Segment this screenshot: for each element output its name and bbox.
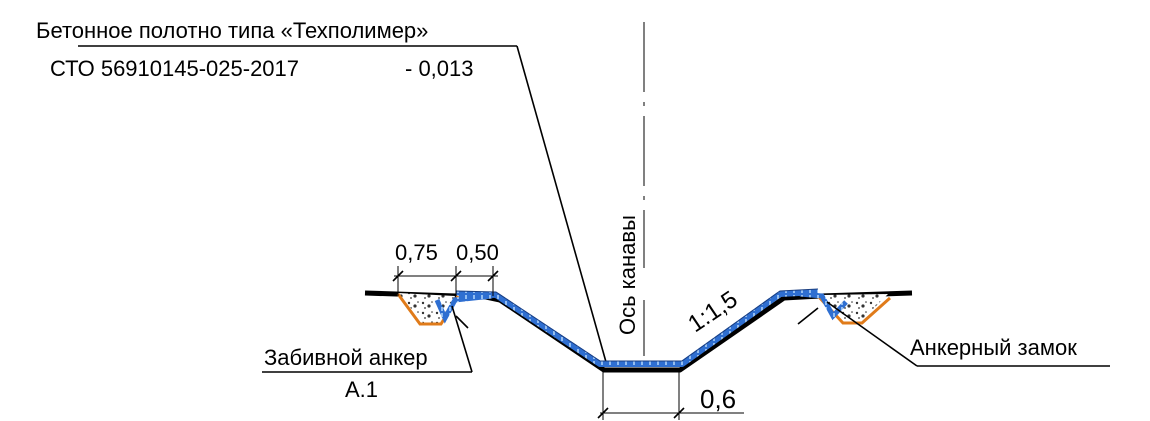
material-callout: Бетонное полотно типа «Техполимер» СТО 5… <box>36 18 607 363</box>
driven-anchor-tick <box>455 315 469 329</box>
anchor-lock-leader <box>826 301 918 367</box>
ditch-axis: Ось канавы <box>615 22 645 356</box>
driven-anchor-label: Забивной анкер <box>264 345 428 370</box>
dim-050-label: 0,50 <box>456 240 499 265</box>
dim-bottom-label: 0,6 <box>700 384 736 414</box>
material-thickness-text: - 0,013 <box>405 56 474 81</box>
left-trench-gravel <box>398 293 455 324</box>
driven-anchor-code: А.1 <box>345 377 378 402</box>
left-trench-mat <box>434 293 493 324</box>
dim-075-label: 0,75 <box>395 240 438 265</box>
axis-label: Ось канавы <box>615 215 640 335</box>
material-name-text: Бетонное полотно типа «Техполимер» <box>36 18 428 43</box>
driven-anchor-leader <box>451 305 473 373</box>
anchor-lock-tick <box>797 307 819 325</box>
right-anchor-trench: Анкерный замок <box>797 291 1110 367</box>
callout-leader <box>516 45 607 363</box>
left-anchor-trench: Забивной анкер А.1 <box>262 293 493 402</box>
material-standard-text: СТО 56910145-025-2017 <box>50 56 299 81</box>
right-trench-gravel <box>822 294 888 322</box>
concrete-mat-outline <box>455 288 819 362</box>
bottom-dimension-line: 0,6 <box>597 372 744 420</box>
top-dimension-line: 0,75 0,50 <box>392 240 499 296</box>
right-trench-mat <box>799 291 848 321</box>
anchor-lock-label: Анкерный замок <box>910 335 1077 360</box>
